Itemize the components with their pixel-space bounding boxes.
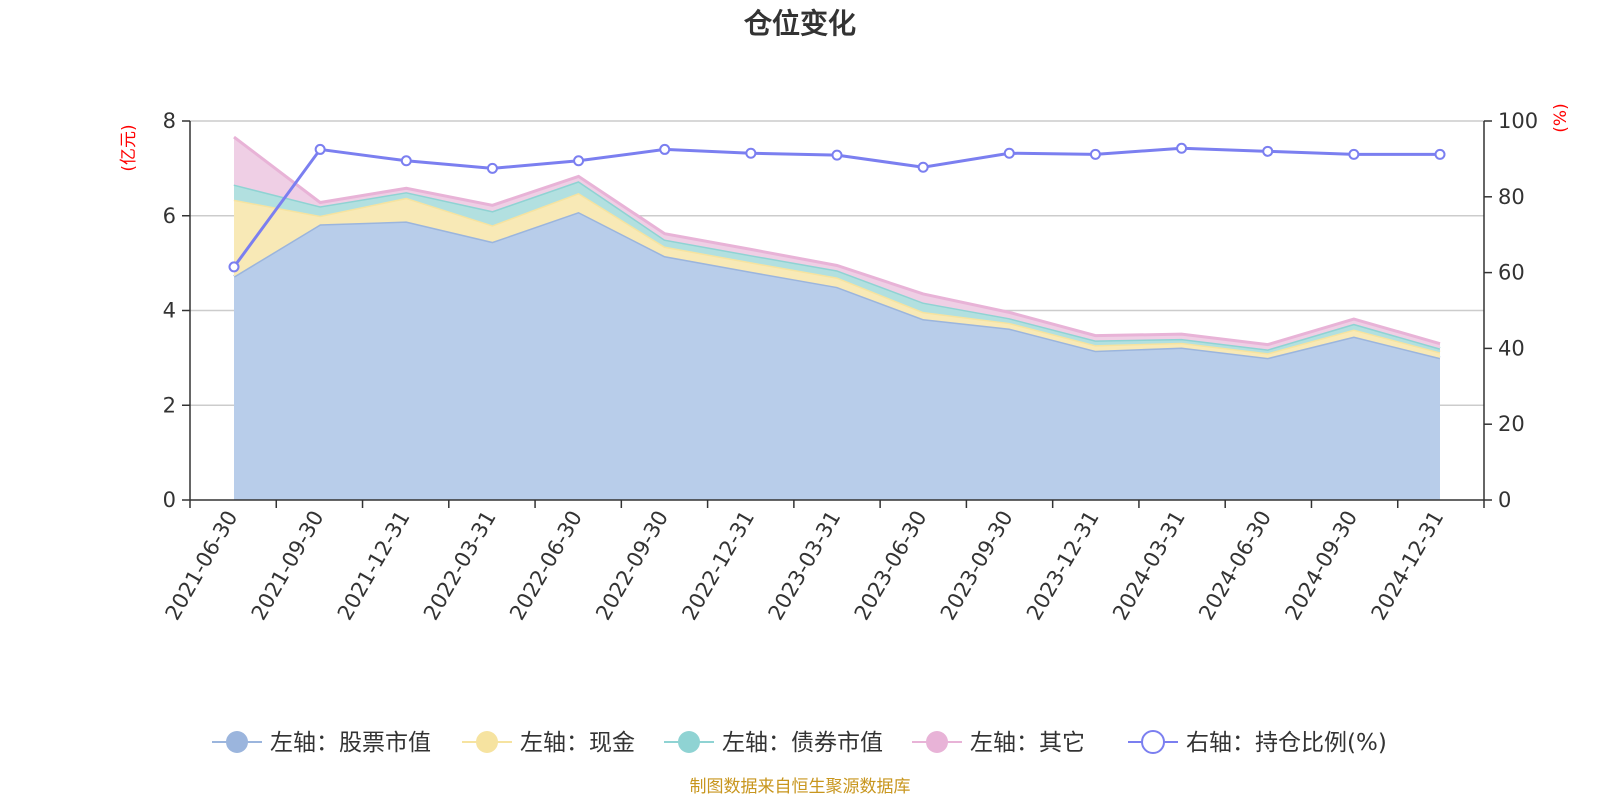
x-tick-label: 2022-03-31 [419, 507, 501, 625]
ratio-point [228, 261, 240, 273]
legend-marker [926, 731, 948, 753]
right-axis-unit: (%) [1551, 103, 1571, 132]
area-1 [234, 211, 1440, 500]
right-tick-label: 20 [1498, 412, 1525, 436]
x-tick-label: 2022-12-31 [677, 507, 759, 625]
x-tick-label: 2024-03-31 [1108, 507, 1190, 625]
x-tick-label: 2024-09-30 [1280, 507, 1362, 625]
area-3 [234, 181, 1440, 354]
legend-marker [226, 731, 248, 753]
legend-item-3[interactable]: 左轴：债券市值 [664, 730, 883, 756]
area-edge-4 [233, 135, 1441, 347]
ratio-point [314, 143, 326, 155]
ratio-point [1348, 148, 1360, 160]
x-tick-label: 2023-12-31 [1022, 507, 1104, 625]
legend-label: 左轴：现金 [520, 730, 635, 756]
ratio-point [1434, 148, 1446, 160]
x-tick-label: 2021-12-31 [333, 507, 415, 625]
x-tick-label: 2021-06-30 [161, 507, 243, 625]
legend: 左轴：股票市值 左轴：现金 左轴：债券市值 左轴：其它 右轴：持仓比例(%) [212, 730, 1387, 756]
right-tick-label: 100 [1498, 109, 1538, 133]
ratio-line-series [228, 142, 1446, 273]
x-tick-label: 2022-06-30 [505, 507, 587, 625]
left-axis-unit: (亿元) [119, 124, 139, 171]
ratio-point [659, 143, 671, 155]
ratio-point [486, 162, 498, 174]
ratio-point [1003, 147, 1015, 159]
legend-item-1[interactable]: 左轴：股票市值 [212, 730, 431, 756]
legend-marker [476, 731, 498, 753]
right-tick-label: 60 [1498, 261, 1525, 285]
legend-label: 右轴：持仓比例(%) [1186, 730, 1387, 756]
data-source: 制图数据来自恒生聚源数据库 [690, 777, 911, 797]
ratio-point [1176, 142, 1188, 154]
ratio-point [917, 161, 929, 173]
legend-label: 左轴：债券市值 [722, 730, 883, 756]
x-tick-label: 2024-06-30 [1194, 507, 1276, 625]
legend-label: 左轴：其它 [970, 730, 1085, 756]
x-tick-label: 2021-09-30 [247, 507, 329, 625]
legend-marker [678, 731, 700, 753]
legend-label: 左轴：股票市值 [270, 730, 431, 756]
legend-item-4[interactable]: 左轴：其它 [912, 730, 1085, 756]
ratio-point [745, 147, 757, 159]
x-tick-label: 2023-09-30 [936, 506, 1018, 624]
right-tick-label: 0 [1498, 488, 1511, 512]
ratio-point [1262, 145, 1274, 157]
left-tick-label: 8 [163, 109, 176, 133]
right-tick-label: 80 [1498, 185, 1525, 209]
x-tick-label: 2022-09-30 [591, 507, 673, 625]
x-tick-label: 2024-12-31 [1367, 507, 1449, 625]
ratio-point [1089, 148, 1101, 160]
x-tick-label: 2023-03-31 [764, 507, 846, 625]
ratio-point [573, 155, 585, 167]
ratio-point [400, 155, 412, 167]
x-tick-label: 2023-06-30 [850, 506, 932, 624]
legend-item-2[interactable]: 左轴：现金 [462, 730, 635, 756]
left-tick-label: 6 [163, 204, 176, 228]
stacked-areas [233, 135, 1441, 500]
chart-title: 仓位变化 [744, 7, 856, 40]
ratio-point [831, 149, 843, 161]
right-tick-label: 40 [1498, 336, 1525, 360]
left-tick-label: 0 [163, 488, 176, 512]
legend-item-5[interactable]: 右轴：持仓比例(%) [1128, 730, 1387, 756]
left-tick-label: 2 [163, 393, 176, 417]
left-tick-label: 4 [163, 299, 176, 323]
legend-marker [1141, 730, 1165, 754]
